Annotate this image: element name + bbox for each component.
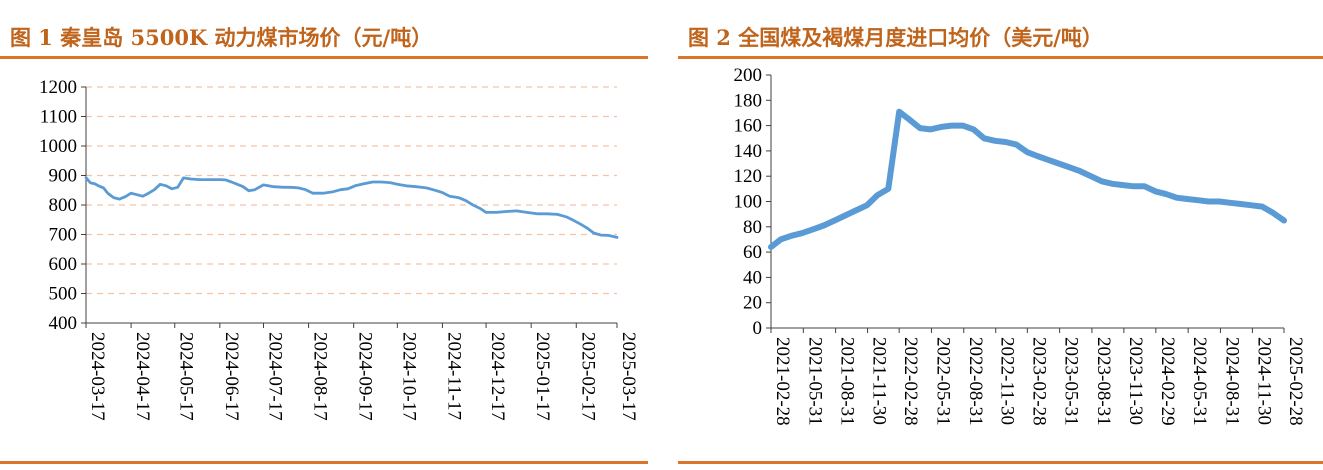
- x-tick-label: 2025-03-17: [618, 332, 639, 421]
- y-tick-label: 1200: [39, 77, 77, 98]
- x-tick-label: 2023-05-31: [1061, 337, 1082, 426]
- x-tick-label: 2024-05-17: [176, 332, 197, 421]
- title-rule: [678, 56, 1323, 59]
- x-tick-label: 2024-03-17: [87, 332, 108, 421]
- x-tick-label: 2024-04-17: [132, 332, 153, 421]
- y-tick-label: 20: [743, 293, 762, 314]
- x-tick-label: 2022-05-31: [932, 337, 953, 426]
- x-tick-label: 2024-09-17: [355, 332, 376, 421]
- y-tick-label: 900: [49, 166, 78, 187]
- chart-title: 图 1 秦皇岛 5500K 动力煤市场价（元/吨）: [10, 25, 433, 50]
- x-tick-label: 2025-02-17: [577, 332, 598, 421]
- chart-panel-import-price: 图 2 全国煤及褐煤月度进口均价（美元/吨） 200 180 160 140 120 10…: [678, 0, 1323, 470]
- y-tick-label: 500: [49, 284, 78, 305]
- x-tick-label: 2021-02-28: [772, 337, 793, 426]
- y-tick-label: 200: [734, 65, 763, 86]
- x-tick-label: 2024-07-17: [264, 332, 285, 421]
- y-tick-label: 600: [49, 254, 78, 275]
- x-tick-label: 2024-12-17: [487, 332, 508, 421]
- y-tick-label: 120: [734, 166, 763, 187]
- series-line: [84, 176, 619, 239]
- x-tick-label: 2022-02-28: [900, 337, 921, 426]
- x-tick-label: 2022-08-31: [965, 337, 986, 426]
- title-rule: [0, 56, 648, 59]
- chart-panel-coal-price: 图 1 秦皇岛 5500K 动力煤市场价（元/吨） 1200 1100 1000 90…: [0, 0, 648, 470]
- series-line: [768, 108, 1287, 250]
- x-tick-label: 2023-02-28: [1028, 337, 1049, 426]
- x-tick-label: 2024-05-31: [1189, 337, 1210, 426]
- x-tick-label: 2022-11-30: [997, 337, 1018, 425]
- y-tick-label: 180: [734, 90, 763, 111]
- y-tick-label: 1100: [40, 107, 77, 128]
- x-tick-label: 2021-05-31: [804, 337, 825, 426]
- x-tick-label: 2021-08-31: [837, 337, 858, 426]
- x-tick-label: 2025-01-17: [532, 332, 553, 421]
- x-tick-label: 2025-02-28: [1285, 337, 1306, 426]
- x-tick-label: 2024-10-17: [398, 332, 419, 421]
- x-tick-label: 2024-02-29: [1157, 337, 1178, 426]
- bottom-rule: [0, 461, 648, 464]
- y-tick-label: 800: [49, 195, 78, 216]
- y-tick-label: 40: [743, 267, 762, 288]
- x-tick-label: 2024-11-17: [443, 332, 464, 420]
- y-tick-label: 400: [49, 313, 78, 334]
- y-tick-label: 100: [734, 192, 763, 213]
- x-tick-label: 2024-06-17: [221, 332, 242, 421]
- x-tick-label: 2021-11-30: [869, 337, 890, 425]
- x-tick-label: 2024-08-17: [310, 332, 331, 421]
- x-tick-label: 2023-08-31: [1093, 337, 1114, 426]
- y-tick-label: 140: [734, 141, 763, 162]
- y-tick-label: 0: [753, 318, 763, 339]
- y-tick-label: 1000: [39, 136, 77, 157]
- bottom-rule: [678, 461, 1323, 464]
- y-tick-label: 700: [49, 225, 78, 246]
- coal-price-line-chart: 1200 1100 1000 900 800 700 600 500 400 2024-03-17…: [39, 77, 639, 421]
- x-tick-label: 2023-11-30: [1125, 337, 1146, 425]
- y-tick-label: 160: [734, 116, 763, 137]
- y-tick-label: 60: [743, 242, 762, 263]
- x-tick-label: 2024-08-31: [1221, 337, 1242, 426]
- x-tick-label: 2024-11-30: [1253, 337, 1274, 425]
- chart-title: 图 2 全国煤及褐煤月度进口均价（美元/吨）: [688, 25, 1103, 50]
- y-tick-label: 80: [743, 217, 762, 238]
